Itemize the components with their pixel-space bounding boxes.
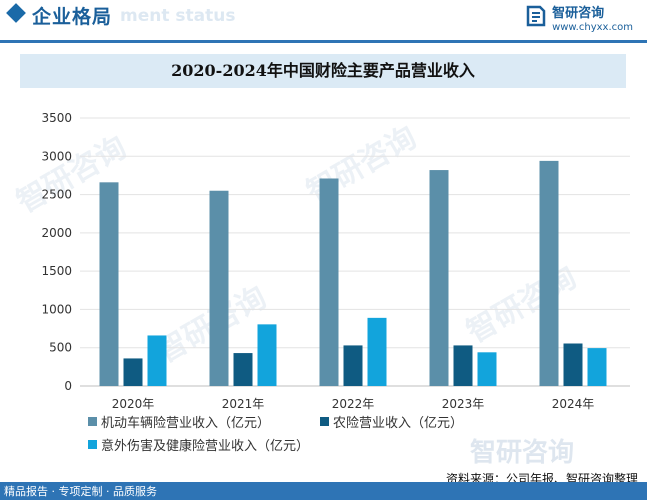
y-tick-label: 2500 — [41, 188, 72, 202]
legend-label: 意外伤害及健康险营业收入（亿元） — [101, 439, 310, 454]
bar-series-1 — [453, 345, 473, 386]
legend-label: 机动车辆险营业收入（亿元） — [101, 416, 271, 431]
legend-swatch — [88, 417, 97, 426]
footer-slogan: 精品报告 · 专项定制 · 品质服务 — [4, 485, 157, 498]
brand: 智研咨询 www.chyxx.com — [526, 2, 633, 33]
chart-title-bar: 2020-2024年中国财险主要产品营业收入 — [20, 54, 626, 88]
bar-series-0 — [319, 178, 339, 386]
bars — [99, 160, 607, 386]
bar-series-1 — [123, 358, 143, 386]
brand-logo-icon — [526, 5, 546, 27]
bar-series-2 — [147, 335, 167, 386]
bar-series-2 — [367, 317, 387, 386]
y-tick-label: 3500 — [41, 111, 72, 125]
bar-series-0 — [539, 160, 559, 386]
bar-series-1 — [563, 343, 583, 386]
bar-series-0 — [429, 170, 449, 386]
header-divider — [0, 40, 647, 43]
legend-swatch — [88, 440, 97, 449]
watermark-logo-text: 智研咨询 — [470, 438, 575, 468]
bar-series-0 — [99, 182, 119, 386]
y-tick-label: 0 — [64, 379, 72, 393]
section-title: 企业格局 — [32, 6, 113, 28]
bar-series-0 — [209, 190, 229, 386]
legend-label: 农险营业收入（亿元） — [333, 416, 464, 431]
legend-swatch — [320, 417, 329, 426]
x-tick-label: 2023年 — [442, 397, 485, 411]
x-tick-label: 2022年 — [332, 397, 375, 411]
legend-item: 农险营业收入（亿元） — [320, 412, 463, 431]
chart-title: 2020-2024年中国财险主要产品营业收入 — [171, 61, 475, 80]
y-tick-label: 3000 — [41, 149, 72, 163]
brand-name: 智研咨询 — [552, 6, 605, 21]
page-header: 企业格局 ment status 智研咨询 www.chyxx.com — [0, 0, 647, 33]
y-tick-label: 500 — [49, 341, 72, 355]
x-tick-label: 2021年 — [222, 397, 265, 411]
bar-series-1 — [343, 345, 363, 386]
section-watermark-text: ment status — [120, 6, 236, 26]
y-axis-ticks: 0 500 1000 1500 2000 2500 3000 3500 — [41, 111, 72, 393]
bar-series-2 — [257, 324, 277, 386]
x-axis-ticks: 2020年 2021年 2022年 2023年 2024年 — [112, 397, 595, 411]
y-tick-label: 2000 — [41, 226, 72, 240]
bar-series-1 — [233, 353, 253, 386]
legend-item: 意外伤害及健康险营业收入（亿元） — [88, 435, 309, 454]
y-tick-label: 1000 — [41, 302, 72, 316]
x-tick-label: 2020年 — [112, 397, 155, 411]
x-tick-label: 2024年 — [552, 397, 595, 411]
brand-url: www.chyxx.com — [552, 22, 633, 33]
bar-series-2 — [587, 348, 607, 386]
bar-series-2 — [477, 352, 497, 386]
legend-item: 机动车辆险营业收入（亿元） — [88, 412, 270, 431]
y-tick-label: 1500 — [41, 264, 72, 278]
footer-bar: 精品报告 · 专项定制 · 品质服务 — [0, 482, 647, 500]
